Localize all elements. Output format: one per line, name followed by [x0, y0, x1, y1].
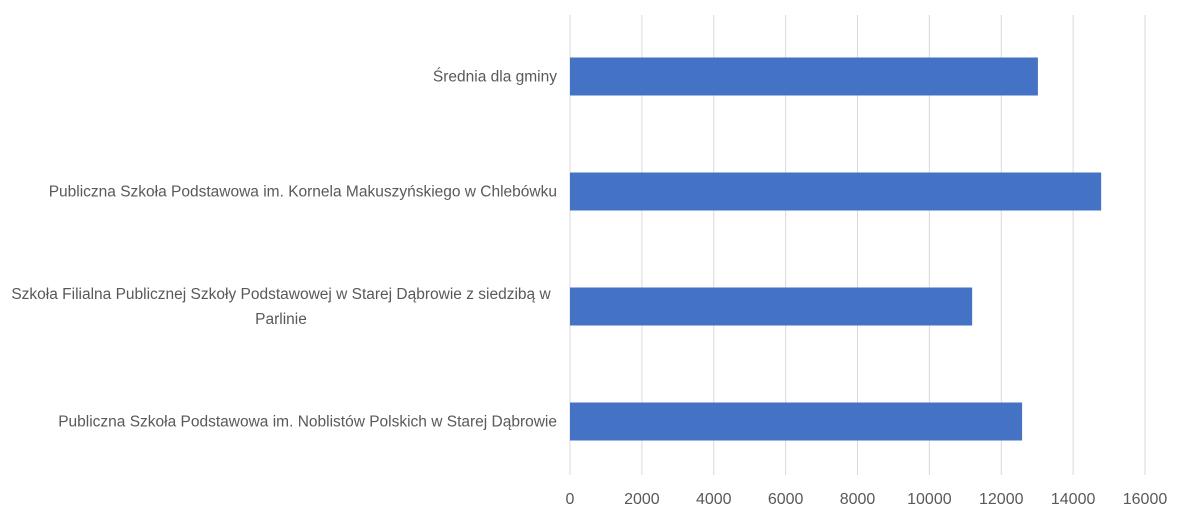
- x-tick-label: 4000: [696, 491, 732, 508]
- y-tick-label: Publiczna Szkoła Podstawowa im. Noblistó…: [58, 413, 557, 430]
- x-tick-label: 2000: [624, 491, 660, 508]
- bar: [570, 287, 973, 326]
- x-tick-label: 14000: [1051, 491, 1096, 508]
- x-tick-label: 8000: [840, 491, 876, 508]
- y-tick-label: Średnia dla gminy: [432, 68, 557, 85]
- x-tick-label: 16000: [1123, 491, 1168, 508]
- category-label-box: Publiczna Szkoła Podstawowa im. Noblistó…: [5, 409, 557, 434]
- x-tick-label: 12000: [979, 491, 1024, 508]
- bar: [570, 172, 1102, 211]
- x-tick-label: 0: [566, 491, 575, 508]
- x-tick-label: 10000: [907, 491, 952, 508]
- category-label-box: Szkoła Filialna Publicznej Szkoły Podsta…: [5, 282, 557, 332]
- x-tick-label: 6000: [768, 491, 804, 508]
- bar: [570, 57, 1038, 96]
- bar: [570, 402, 1023, 441]
- category-label-box: Średnia dla gminy: [5, 64, 557, 89]
- y-tick-label: Publiczna Szkoła Podstawowa im. Kornela …: [48, 183, 557, 200]
- y-tick-label: Szkoła Filialna Publicznej Szkoły Podsta…: [11, 285, 551, 328]
- category-label-box: Publiczna Szkoła Podstawowa im. Kornela …: [5, 179, 557, 204]
